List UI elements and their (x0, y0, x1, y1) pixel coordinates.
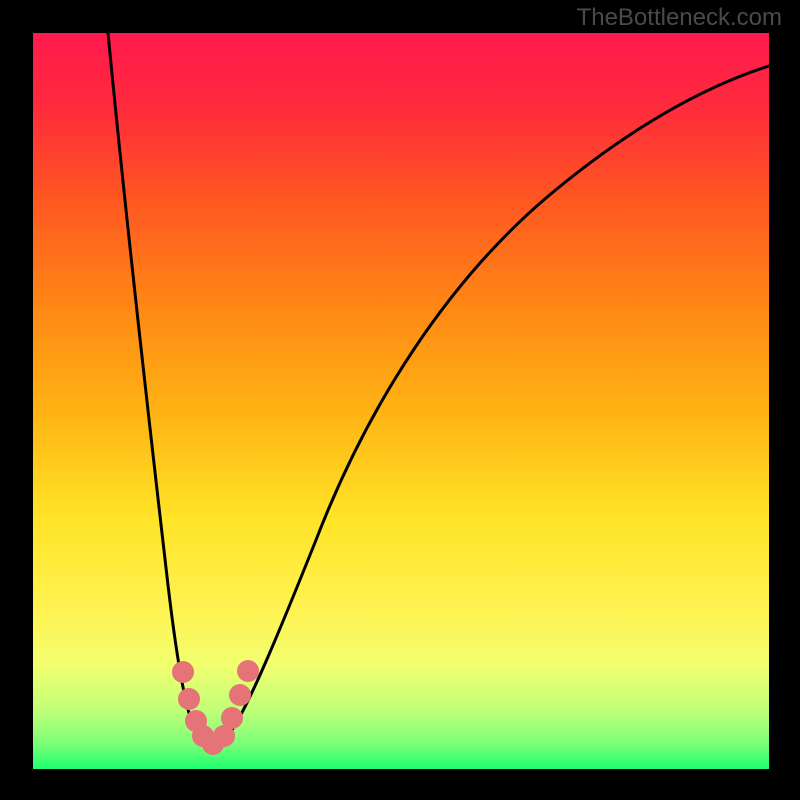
curve-marker (221, 707, 243, 729)
curve-marker (237, 660, 259, 682)
curve-marker (172, 661, 194, 683)
curve-left (108, 33, 213, 747)
curve-right (213, 66, 769, 747)
curve-marker (178, 688, 200, 710)
watermark-text: TheBottleneck.com (577, 4, 782, 32)
chart-overlay (0, 0, 800, 800)
curve-marker (229, 684, 251, 706)
chart-root: TheBottleneck.com (0, 0, 800, 800)
